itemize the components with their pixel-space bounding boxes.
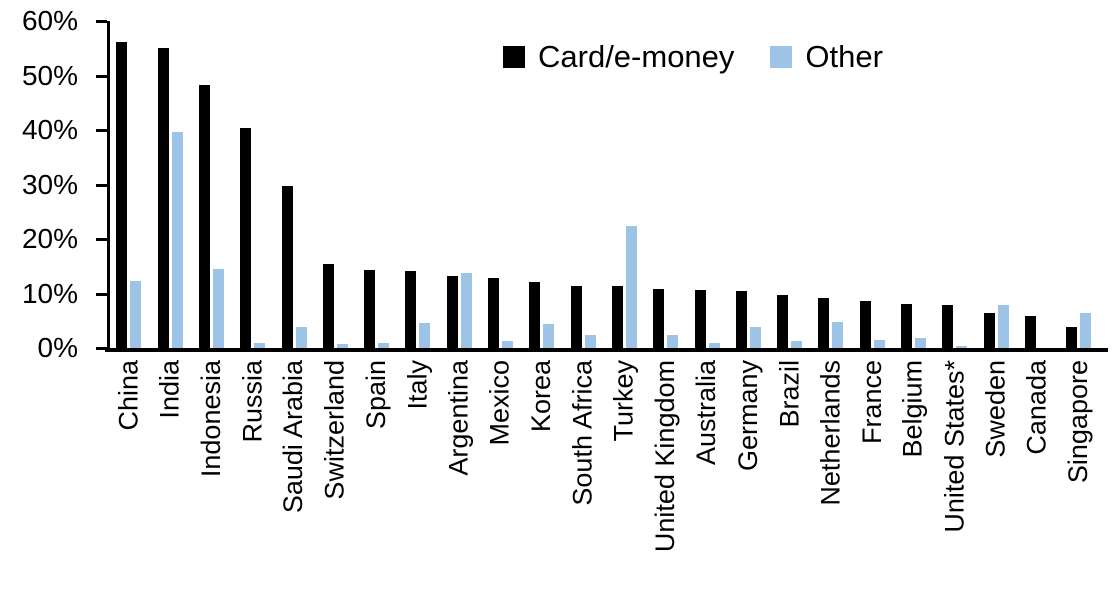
y-tick-mark [96,292,107,296]
x-tick-label-text: South Africa [567,360,598,506]
x-axis-line [105,348,1108,352]
x-tick-label-text: United States* [939,360,970,533]
bar-other [130,281,142,348]
bar-card-e-money [488,278,499,348]
x-tick-label-text: Brazil [774,360,805,428]
y-tick-label: 40% [21,114,78,145]
bar-card-e-money [777,295,789,348]
bar-card-e-money [735,291,747,348]
x-tick-label-text: Spain [361,360,392,430]
bar-other [832,322,844,348]
bar-card-e-money [983,313,995,348]
x-tick-label-text: Russia [237,360,268,443]
bar-other [336,344,348,348]
bar-other [708,343,720,348]
bar-other [873,340,885,348]
x-tick-label-text: Singapore [1063,360,1094,484]
y-tick-label: 20% [21,223,78,254]
x-tick-label-text: India [154,360,185,419]
bar-card-e-money [901,304,912,348]
legend-label-other: Other [805,39,883,74]
bar-card-e-money [446,276,458,348]
bar-card-e-money [322,264,334,348]
bar-card-e-money [405,271,417,348]
x-tick-label-text: Mexico [485,360,515,446]
bar-card-e-money [281,186,293,348]
legend-item-card-e-money: Card/e-money [503,41,734,73]
bar-other [254,343,266,348]
bar-card-e-money [942,305,954,348]
bar-other [502,341,513,348]
bar-card-e-money [653,289,665,348]
bar-other [212,269,224,348]
bar-card-e-money [818,298,830,348]
legend-swatch-other [770,46,793,68]
x-tick-label-text: Turkey [608,360,639,442]
bar-card-e-money [157,48,169,348]
legend-item-other: Other [770,41,883,73]
x-tick-label-text: Korea [526,360,557,433]
x-tick-label-text: Canada [1021,360,1052,455]
y-tick-mark [96,238,107,241]
y-tick-mark [96,183,107,187]
y-tick-mark [96,20,107,23]
x-tick-label-text: Australia [691,360,722,466]
bar-other [171,132,183,348]
bar-other [295,327,307,348]
x-tick-label-text: Belgium [898,360,928,458]
bar-other [749,327,761,348]
y-tick-label: 30% [21,168,78,200]
bar-card-e-money [1024,316,1036,348]
y-axis-line [107,21,110,352]
bar-card-e-money [611,286,623,348]
legend-label-card-e-money: Card/e-money [538,39,735,74]
y-tick-label: 60% [21,5,78,36]
bar-other [543,324,555,348]
x-tick-label-text: United Kingdom [650,360,681,553]
bar-card-e-money [116,42,128,348]
bar-card-e-money [859,301,871,348]
bar-other [791,341,803,348]
x-tick-label-text: Italy [402,360,433,410]
bar-other [1080,313,1092,348]
chart-legend: Card/e-money Other [503,41,883,73]
bar-card-e-money [364,270,376,348]
x-tick-label-text: France [856,360,887,445]
bar-other [667,335,679,348]
bar-other [625,226,637,348]
x-tick-label-text: Germany [732,360,763,472]
bar-card-e-money [240,128,252,348]
bar-other [419,323,431,348]
bar-card-e-money [198,85,210,348]
legend-swatch-card-e-money [503,46,525,68]
bar-card-e-money [570,286,582,348]
y-tick-label: 50% [21,59,78,91]
y-tick-label: 10% [21,277,78,309]
bar-other [997,305,1009,348]
bar-other [915,338,926,348]
x-tick-label-text: China [113,360,144,431]
bar-card-e-money [529,282,541,348]
x-tick-label-text: Switzerland [319,360,350,500]
bar-card-e-money [1066,327,1078,348]
y-tick-mark [96,129,107,132]
y-tick-mark [96,74,107,78]
x-tick-label-text: Indonesia [195,360,226,478]
bar-card-e-money [694,290,706,348]
y-tick-mark [96,347,107,350]
bar-other [378,343,390,348]
bar-other [584,335,596,348]
bar-other [460,273,472,348]
y-tick-label: 0% [37,332,78,363]
x-tick-label-text: Sweden [980,360,1011,458]
x-tick-label-text: Argentina [443,360,474,476]
x-tick-label-text: Saudi Arabia [278,360,309,514]
bar-other [956,346,968,348]
x-tick-label-text: Netherlands [815,360,846,506]
